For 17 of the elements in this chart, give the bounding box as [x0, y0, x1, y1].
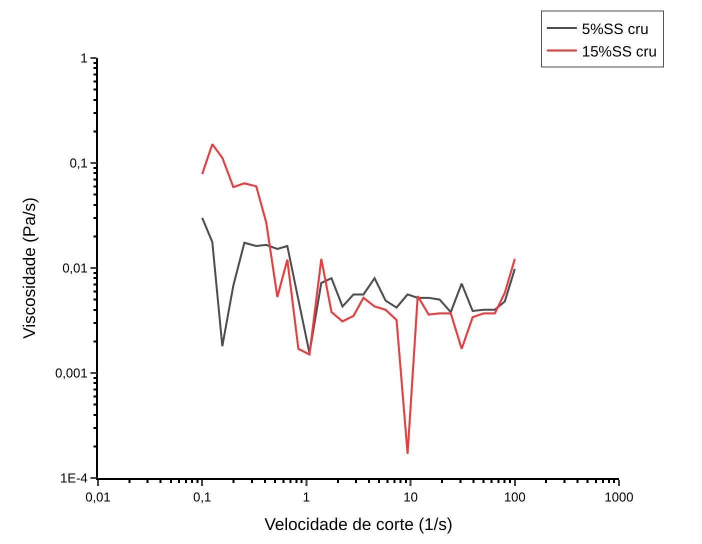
legend-label: 5%SS cru — [582, 20, 649, 38]
y-tick-label: 0,01 — [62, 260, 88, 276]
x-tick-label: 10 — [403, 489, 418, 504]
x-axis-title: Velocidade de corte (1/s) — [264, 515, 453, 534]
legend-label: 15%SS cru — [582, 43, 657, 60]
y-tick-label: 1E-4 — [60, 470, 88, 486]
x-tick-label: 1000 — [604, 489, 634, 504]
x-tick-label: 1 — [302, 489, 310, 504]
x-tick-label: 0,01 — [85, 489, 111, 504]
y-tick-label: 0,1 — [70, 156, 88, 171]
x-tick-label: 100 — [504, 489, 526, 504]
y-tick-label: 1 — [80, 50, 88, 66]
x-tick-label: 0,1 — [193, 489, 212, 504]
line-series — [201, 143, 516, 455]
y-axis-title: Viscosidade (Pa/s) — [20, 197, 40, 339]
line-series — [201, 216, 516, 354]
y-tick-label: 0,001 — [55, 366, 88, 381]
